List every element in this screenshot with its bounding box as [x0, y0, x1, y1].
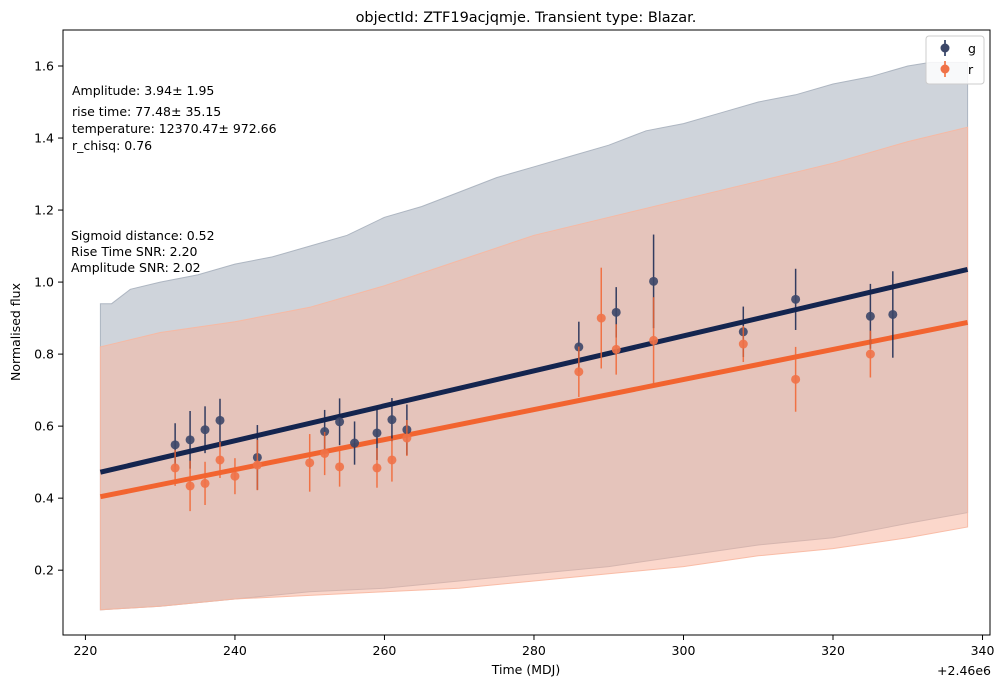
legend: g r	[925, 35, 985, 85]
data-point-g	[335, 417, 345, 427]
data-point-r	[320, 449, 330, 458]
data-point-r	[738, 339, 748, 349]
data-point-r	[215, 455, 225, 465]
y-tick-label: 0.8	[34, 347, 54, 362]
data-points	[170, 234, 898, 512]
data-point-r	[170, 463, 180, 473]
data-point-g	[170, 440, 180, 450]
y-tick-label: 0.6	[34, 419, 54, 434]
data-point-g	[200, 425, 210, 435]
fit-line-g	[99, 267, 969, 475]
annotation-amplitude: Amplitude: 3.94± 1.95	[72, 83, 214, 98]
y-tick-label: 1.0	[34, 275, 54, 290]
legend-marker-r	[940, 64, 950, 74]
data-point-r	[574, 367, 584, 377]
annotation-temperature: temperature: 12370.47± 972.66	[72, 121, 277, 136]
legend-label-g: g	[968, 41, 976, 56]
data-point-r	[252, 460, 262, 470]
data-point-g	[611, 307, 621, 317]
snr-annotation: Sigmoid distance: 0.52 Rise Time SNR: 2.…	[71, 228, 215, 275]
data-point-g	[888, 309, 898, 319]
x-tick-label: 280	[522, 643, 546, 658]
annotation-rise-time-snr: Rise Time SNR: 2.20	[71, 244, 198, 259]
x-axis-offset-label: +2.46e6	[937, 663, 991, 678]
data-point-r	[387, 455, 397, 465]
data-point-r	[335, 462, 345, 472]
y-tick-label: 1.6	[34, 59, 54, 74]
plot-frame	[62, 29, 991, 636]
legend-entry-r: r	[940, 61, 974, 77]
x-tick-label: 300	[672, 643, 696, 658]
data-point-r	[865, 349, 875, 359]
x-tick-label: 260	[373, 643, 397, 658]
x-axis-ticks: 220 240 260 280 300 320 340	[73, 635, 995, 658]
x-tick-label: 320	[821, 643, 845, 658]
data-point-g	[350, 438, 360, 448]
data-point-r	[402, 433, 412, 443]
uncertainty-bands	[99, 61, 969, 611]
x-axis-label: Time (MDJ)	[491, 662, 560, 677]
legend-label-r: r	[968, 62, 974, 77]
data-point-r	[185, 481, 195, 491]
data-point-r	[230, 471, 240, 481]
y-tick-label: 1.2	[34, 203, 54, 218]
data-point-g	[320, 427, 330, 437]
data-point-g	[865, 311, 875, 321]
data-point-r	[791, 374, 801, 384]
fit-line-r	[99, 319, 969, 500]
data-point-r	[611, 344, 621, 354]
data-point-g	[372, 428, 382, 438]
annotation-sigmoid-distance: Sigmoid distance: 0.52	[71, 228, 215, 243]
data-point-g	[185, 435, 195, 445]
data-point-r	[305, 458, 315, 468]
data-point-r	[649, 335, 659, 345]
data-point-g	[791, 294, 801, 304]
annotation-r-chisq: r_chisq: 0.76	[72, 138, 152, 153]
legend-marker-g	[940, 43, 950, 53]
legend-entry-g: g	[940, 40, 976, 56]
y-axis-ticks: 0.2 0.4 0.6 0.8 1.0 1.2 1.4 1.6	[34, 59, 63, 578]
data-point-g	[215, 415, 225, 425]
x-tick-label: 240	[223, 643, 247, 658]
data-point-r	[372, 463, 382, 473]
fit-lines	[99, 267, 969, 500]
x-tick-label: 220	[73, 643, 97, 658]
fit-parameters-annotation: Amplitude: 3.94± 1.95 rise time: 77.48± …	[72, 83, 277, 153]
y-tick-label: 0.2	[34, 563, 54, 578]
annotation-amplitude-snr: Amplitude SNR: 2.02	[71, 260, 201, 275]
y-tick-label: 0.4	[34, 491, 54, 506]
data-point-g	[649, 276, 659, 286]
y-axis-label: Normalised flux	[8, 283, 23, 381]
data-point-g	[387, 415, 397, 425]
data-point-r	[200, 478, 210, 488]
annotation-rise-time: rise time: 77.48± 35.15	[72, 104, 221, 119]
chart-title: objectId: ZTF19acjqmje. Transient type: …	[356, 10, 697, 26]
x-tick-label: 340	[971, 643, 995, 658]
y-tick-label: 1.4	[34, 131, 54, 146]
data-point-r	[596, 313, 606, 323]
